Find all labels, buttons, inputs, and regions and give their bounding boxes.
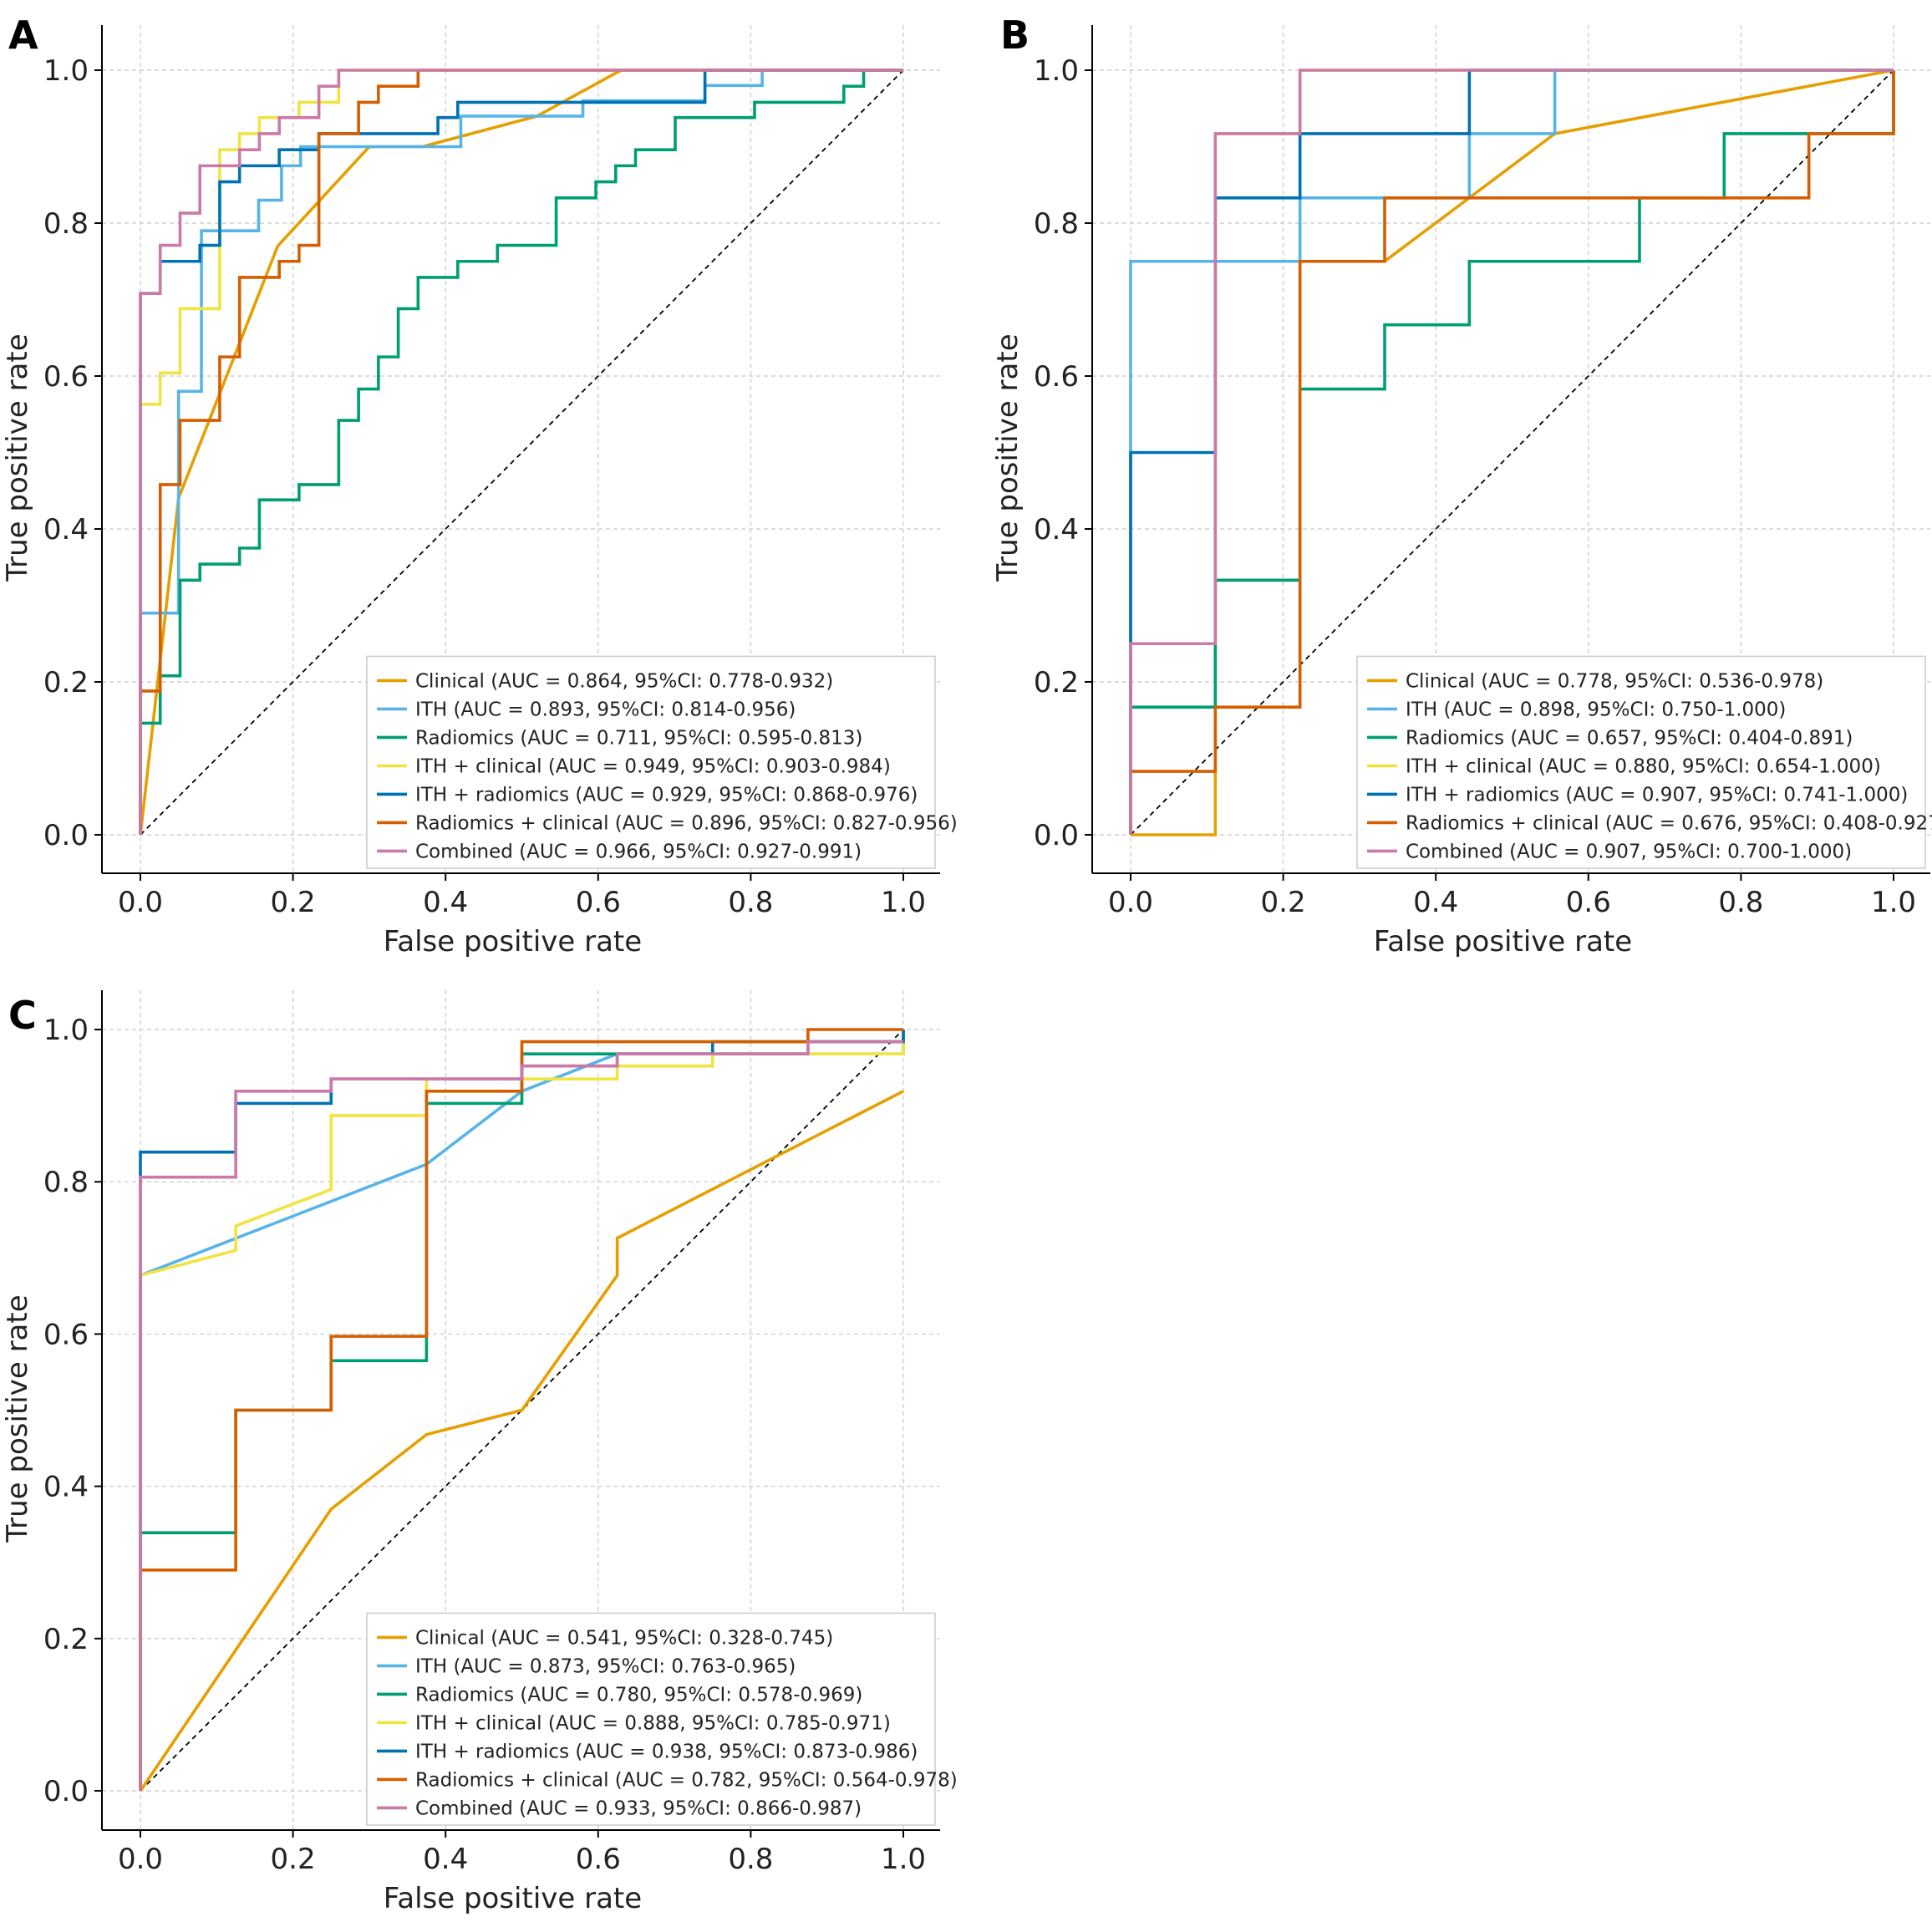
x-tick-label: 0.0 (1108, 886, 1153, 919)
x-tick-label: 0.0 (118, 1843, 163, 1876)
y-axis-title: True positive rate (991, 333, 1024, 582)
legend-entry: Combined (AUC = 0.933, 95%CI: 0.866-0.98… (415, 1797, 862, 1819)
x-tick-label: 0.0 (118, 886, 163, 919)
x-tick-label: 0.6 (1566, 886, 1611, 919)
legend-entry: Radiomics (AUC = 0.657, 95%CI: 0.404-0.8… (1406, 727, 1853, 749)
legend-box (1356, 655, 1926, 869)
x-tick-label: 1.0 (881, 1843, 926, 1876)
x-axis-title: False positive rate (1374, 925, 1632, 958)
x-tick-label: 0.8 (728, 886, 773, 919)
series-line-radiomics-clinical (1129, 70, 1895, 835)
y-tick-label: 0.0 (43, 819, 89, 852)
y-tick-label: 0.8 (43, 1166, 89, 1199)
legend-entry: ITH (AUC = 0.898, 95%CI: 0.750-1.000) (1406, 699, 1786, 720)
legend-entry: Combined (AUC = 0.966, 95%CI: 0.927-0.99… (415, 841, 862, 862)
panel-letter: C (8, 993, 37, 1038)
x-tick-label: 0.6 (576, 1843, 621, 1876)
legend-entry: Radiomics + clinical (AUC = 0.676, 95%CI… (1406, 812, 1932, 834)
series-line-combined (1129, 69, 1894, 835)
legend-entry: ITH + radiomics (AUC = 0.929, 95%CI: 0.8… (415, 784, 918, 806)
y-tick-label: 1.0 (1034, 54, 1079, 88)
x-tick-label: 0.2 (1261, 886, 1306, 919)
x-tick-label: 0.2 (271, 1843, 316, 1876)
legend: Clinical (AUC = 0.864, 95%CI: 0.778-0.93… (366, 655, 958, 869)
series-line-radiomics (139, 69, 903, 835)
y-tick-label: 0.4 (1034, 513, 1079, 547)
x-tick-label: 0.4 (423, 1843, 468, 1876)
legend-box (366, 655, 936, 869)
legend-entry: ITH + radiomics (AUC = 0.938, 95%CI: 0.8… (415, 1741, 918, 1762)
legend-entry: Radiomics + clinical (AUC = 0.782, 95%CI… (415, 1769, 958, 1791)
x-tick-label: 0.2 (271, 886, 316, 919)
y-tick-label: 0.6 (43, 360, 89, 394)
legend-entry: ITH + clinical (AUC = 0.949, 95%CI: 0.90… (415, 755, 891, 777)
x-axis-title: False positive rate (384, 1882, 642, 1915)
y-tick-label: 0.8 (43, 207, 89, 241)
series-lines (139, 69, 903, 836)
x-tick-label: 0.4 (1413, 886, 1458, 919)
series-lines (1129, 69, 1895, 836)
legend: Clinical (AUC = 0.541, 95%CI: 0.328-0.74… (366, 1612, 958, 1826)
x-axis-title: False positive rate (384, 925, 642, 958)
series-line-ith-clinical (139, 69, 903, 835)
legend: Clinical (AUC = 0.778, 95%CI: 0.536-0.97… (1356, 655, 1932, 869)
legend-entry: Clinical (AUC = 0.541, 95%CI: 0.328-0.74… (415, 1627, 833, 1649)
panel-b: 0.0 0.2 0.4 0.6 0.8 1.0 0.0 0.2 0.4 0.6 0.8 1.0 Fals… (991, 13, 1932, 958)
y-tick-label: 0.2 (43, 666, 89, 699)
legend-entry: Combined (AUC = 0.907, 95%CI: 0.700-1.00… (1406, 841, 1852, 862)
x-tick-label: 0.4 (423, 886, 468, 919)
y-tick-label: 0.0 (1034, 819, 1079, 852)
panel-c: 0.0 0.2 0.4 0.6 0.8 1.0 0.0 0.2 0.4 0.6 0.8 1.0 Fals… (1, 990, 958, 1915)
y-tick-label: 0.2 (43, 1623, 89, 1656)
y-tick-label: 0.6 (43, 1318, 89, 1351)
legend-entry: ITH + clinical (AUC = 0.888, 95%CI: 0.78… (415, 1712, 891, 1734)
y-axis-title: True positive rate (1, 1294, 34, 1543)
y-tick-label: 0.4 (43, 513, 89, 547)
y-tick-label: 0.4 (43, 1471, 89, 1504)
legend-entry: ITH + radiomics (AUC = 0.907, 95%CI: 0.7… (1406, 784, 1908, 806)
legend-entry: ITH (AUC = 0.873, 95%CI: 0.763-0.965) (415, 1655, 796, 1677)
series-line-radiomics-clinical (139, 69, 903, 835)
series-line-combined (139, 1040, 903, 1791)
x-tick-label: 0.6 (576, 886, 621, 919)
x-tick-label: 1.0 (1871, 886, 1916, 919)
y-axis-title: True positive rate (1, 333, 34, 582)
legend-entry: Radiomics + clinical (AUC = 0.896, 95%CI… (415, 812, 958, 834)
legend-entry: ITH + clinical (AUC = 0.880, 95%CI: 0.65… (1406, 755, 1881, 777)
legend-box (366, 1612, 936, 1826)
legend-entry: Clinical (AUC = 0.864, 95%CI: 0.778-0.93… (415, 670, 833, 692)
legend-entry: Clinical (AUC = 0.778, 95%CI: 0.536-0.97… (1406, 670, 1823, 692)
y-tick-label: 1.0 (43, 54, 89, 88)
x-tick-label: 0.8 (1718, 886, 1763, 919)
y-tick-label: 0.8 (1034, 207, 1079, 241)
legend-entry: ITH (AUC = 0.893, 95%CI: 0.814-0.956) (415, 699, 796, 720)
panel-letter: A (8, 13, 38, 58)
series-line-ith-radiomics (1129, 69, 1894, 835)
legend-entry: Radiomics (AUC = 0.780, 95%CI: 0.578-0.9… (415, 1684, 862, 1706)
series-lines (139, 1028, 905, 1792)
y-tick-label: 0.6 (1034, 360, 1079, 394)
x-tick-label: 1.0 (881, 886, 926, 919)
panel-letter: B (1000, 13, 1030, 58)
chance-diagonal (140, 1029, 904, 1792)
x-tick-label: 0.8 (728, 1843, 773, 1876)
panel-a: 0.0 0.2 0.4 0.6 0.8 1.0 0.0 0.2 0.4 0.6 0.8 1.0 Fals… (1, 13, 958, 958)
series-line-combined (139, 69, 903, 835)
series-line-clinical (139, 1090, 904, 1792)
y-tick-label: 1.0 (43, 1014, 89, 1047)
y-tick-label: 0.2 (1034, 666, 1079, 699)
legend-entry: Radiomics (AUC = 0.711, 95%CI: 0.595-0.8… (415, 727, 862, 749)
series-line-ith-radiomics (139, 69, 903, 835)
y-tick-label: 0.0 (43, 1775, 89, 1808)
